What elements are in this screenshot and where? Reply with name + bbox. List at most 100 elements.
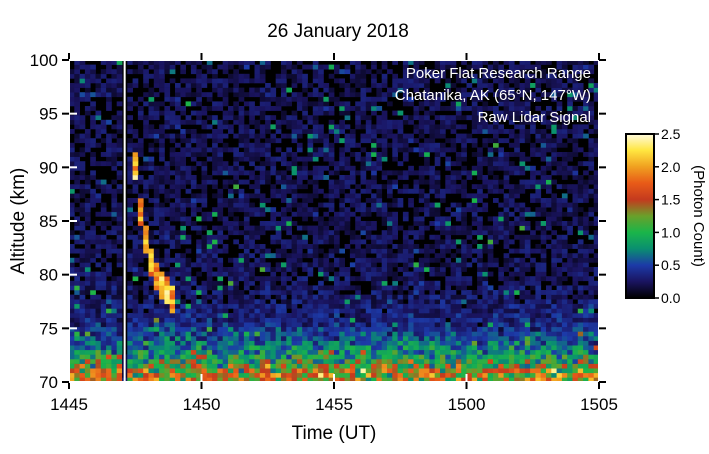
heatmap-cell <box>381 202 388 208</box>
heatmap-cell <box>344 354 351 360</box>
heatmap-cell <box>238 290 245 295</box>
heatmap-cell <box>217 280 224 286</box>
heatmap-cell <box>286 165 292 171</box>
heatmap-cell <box>349 211 356 217</box>
heatmap-cell <box>90 69 96 75</box>
heatmap-cell <box>461 262 467 268</box>
heatmap-cell <box>159 188 165 194</box>
heatmap-cell <box>434 184 441 190</box>
heatmap-cell <box>169 308 176 314</box>
heatmap-cell <box>95 317 102 323</box>
heatmap-cell <box>281 239 287 245</box>
heatmap-cell <box>132 299 139 305</box>
heatmap-cell <box>169 377 176 383</box>
heatmap-cell <box>206 303 213 309</box>
heatmap-cell <box>243 202 250 208</box>
heatmap-cell <box>74 276 80 282</box>
heatmap-cell <box>323 156 330 162</box>
heatmap-cell <box>466 326 473 332</box>
heatmap-cell <box>381 110 388 116</box>
heatmap-cell <box>392 110 398 116</box>
heatmap-cell <box>429 124 436 130</box>
heatmap-cell <box>440 152 446 157</box>
heatmap-cell <box>249 110 255 116</box>
heatmap-cell <box>217 156 224 162</box>
heatmap-cell <box>334 326 340 332</box>
heatmap-cell <box>222 290 229 295</box>
heatmap-cell <box>296 175 303 180</box>
heatmap-cell <box>249 299 255 305</box>
heatmap-cell <box>328 248 335 254</box>
heatmap-cell <box>503 60 510 65</box>
heatmap-cell <box>137 138 144 144</box>
heatmap-cell <box>286 188 292 194</box>
heatmap-cell <box>360 322 367 328</box>
heatmap-cell <box>180 92 186 98</box>
heatmap-cell <box>212 133 218 139</box>
heatmap-cell <box>561 276 568 282</box>
heatmap-cell <box>90 340 96 346</box>
heatmap-cell <box>503 96 510 102</box>
heatmap-cell <box>111 354 118 360</box>
heatmap-cell <box>74 115 80 121</box>
heatmap-cell <box>408 326 414 332</box>
heatmap-cell <box>440 340 446 346</box>
heatmap-cell <box>275 234 282 240</box>
heatmap-cell <box>212 345 218 351</box>
heatmap-cell <box>376 207 383 213</box>
heatmap-cell <box>132 184 139 190</box>
heatmap-cell <box>487 299 494 305</box>
heatmap-cell <box>371 257 377 263</box>
heatmap-cell <box>519 106 526 111</box>
heatmap-cell <box>143 368 149 374</box>
heatmap-cell <box>312 326 319 332</box>
heatmap-cell <box>413 78 420 84</box>
heatmap-cell <box>418 363 425 369</box>
heatmap-cell <box>323 308 330 314</box>
heatmap-cell <box>169 303 176 309</box>
heatmap-cell <box>371 308 377 314</box>
heatmap-cell <box>487 244 494 249</box>
heatmap-cell <box>471 92 478 98</box>
heatmap-cell <box>291 340 298 346</box>
heatmap-cell <box>381 221 388 226</box>
heatmap-cell <box>561 161 568 167</box>
heatmap-cell <box>397 276 404 282</box>
heatmap-cell <box>180 207 186 213</box>
heatmap-cell <box>323 303 330 309</box>
heatmap-cell <box>175 377 181 383</box>
heatmap-cell <box>546 285 552 291</box>
heatmap-cell <box>201 345 208 351</box>
heatmap-cell <box>206 106 213 111</box>
heatmap-cell <box>259 377 266 383</box>
heatmap-cell <box>450 106 457 111</box>
heatmap-cell <box>127 87 133 93</box>
heatmap-cell <box>201 188 208 194</box>
heatmap-cell <box>514 193 520 199</box>
heatmap-cell <box>567 326 573 332</box>
heatmap-cell <box>328 313 335 318</box>
heatmap-cell <box>318 322 324 328</box>
heatmap-cell <box>180 331 186 337</box>
heatmap-cell <box>455 124 462 130</box>
heatmap-cell <box>477 234 483 240</box>
heatmap-cell <box>455 170 462 176</box>
heatmap-cell <box>302 280 308 286</box>
heatmap-cell <box>482 179 489 185</box>
heatmap-cell <box>535 285 542 291</box>
heatmap-cell <box>408 188 414 194</box>
heatmap-cell <box>508 262 515 268</box>
heatmap-cell <box>418 345 425 351</box>
heatmap-cell <box>69 244 75 249</box>
heatmap-cell <box>238 349 245 355</box>
heatmap-cell <box>482 349 489 355</box>
heatmap-cell <box>487 326 494 332</box>
heatmap-cell <box>498 368 504 374</box>
heatmap-cell <box>355 331 361 337</box>
heatmap-cell <box>503 202 510 208</box>
heatmap-cell <box>535 313 542 318</box>
heatmap-cell <box>143 193 149 199</box>
heatmap-cell <box>79 294 86 300</box>
heatmap-cell <box>434 179 441 185</box>
heatmap-cell <box>551 280 557 286</box>
